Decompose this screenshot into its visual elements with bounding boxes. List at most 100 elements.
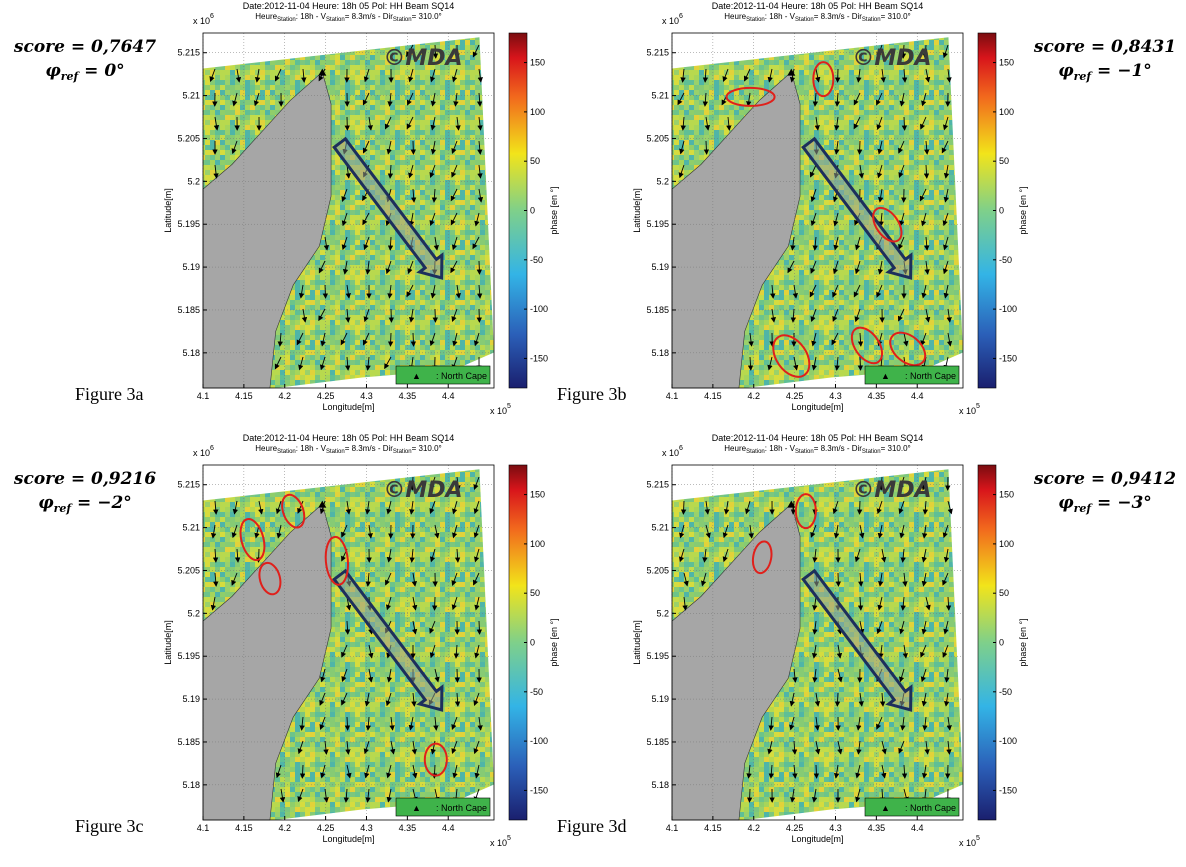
- wind-arrow: [837, 740, 843, 755]
- wind-arrow: [815, 740, 821, 755]
- wind-arrow: [254, 68, 261, 83]
- wind-arrow: [832, 284, 839, 298]
- wind-arrow: [921, 212, 927, 227]
- figure-label: Figure 3b: [557, 384, 627, 404]
- wind-arrow: [790, 788, 796, 803]
- highlight-ellipse: [812, 61, 835, 98]
- wind-arrow: [473, 500, 480, 515]
- land: [671, 503, 801, 821]
- multiplier-exponent: 5: [507, 403, 511, 410]
- y-tick-label: 5.21: [651, 523, 669, 533]
- wind-arrow: [429, 644, 436, 659]
- header-line: Date:2012-11-04 Heure: 18h 05 Pol: HH Be…: [243, 1, 454, 11]
- header-segment: Station: [862, 17, 881, 23]
- wind-arrow: [923, 164, 930, 179]
- wind-arrow: [836, 644, 843, 659]
- wind-arrow: [876, 500, 883, 515]
- y-tick-label: 5.19: [651, 262, 669, 272]
- wind-arrow: [855, 788, 861, 803]
- figure-label: Figure 3a: [75, 384, 143, 404]
- wind-arrow: [429, 332, 436, 347]
- wind-arrow: [812, 92, 819, 107]
- legend-label: : North Cape: [436, 803, 487, 813]
- colorbar-label: phase [en °]: [549, 618, 559, 666]
- wind-arrow: [898, 164, 905, 178]
- colorbar-label: phase [en °]: [1018, 618, 1028, 666]
- phi-subscript: ref: [61, 70, 81, 83]
- wind-arrow: [368, 644, 374, 659]
- wind-arrow: [345, 308, 351, 323]
- x-tick-label: 4.3: [360, 823, 373, 833]
- wind-arrow: [814, 692, 821, 707]
- wind-arrow: [876, 620, 883, 635]
- wind-arrow: [767, 356, 773, 371]
- highlight-ellipse: [239, 518, 266, 562]
- wind-arrow: [474, 644, 480, 659]
- x-tick-label: 4.3: [829, 823, 842, 833]
- colorbar-tick-label: -50: [999, 255, 1012, 265]
- wind-arrow: [232, 500, 239, 515]
- y-axis-label: Latitude[m]: [632, 620, 642, 665]
- wind-arrow: [408, 716, 414, 731]
- wind-arrow: [345, 500, 351, 515]
- north-cape-marker: [787, 500, 796, 508]
- wind-arrow: [340, 332, 348, 346]
- wind-arrow: [367, 116, 373, 131]
- y-tick-label: 5.21: [651, 91, 669, 101]
- wind-arrow: [410, 188, 417, 203]
- wind-arrow: [320, 332, 326, 347]
- wind-arrow: [812, 596, 818, 611]
- wind-arrow: [705, 524, 711, 539]
- wind-arrow: [856, 500, 863, 515]
- wind-arrow: [429, 164, 436, 179]
- wind-arrow: [213, 164, 219, 179]
- wind-arrow: [387, 236, 394, 251]
- wind-arrow: [877, 140, 883, 155]
- axes-frame: [671, 32, 964, 389]
- header-segment: = 310.0°: [412, 444, 442, 453]
- wind-arrow: [298, 284, 305, 299]
- wind-arrow: [942, 524, 949, 539]
- wind-arrow: [408, 164, 414, 179]
- wind-arrow: [812, 236, 818, 251]
- colorbar-tick-label: -100: [530, 304, 548, 314]
- wind-arrow: [429, 548, 436, 563]
- colorbar-tick-label: -100: [999, 304, 1017, 314]
- wind-arrow: [747, 356, 754, 371]
- x-tick-label: 4.4: [442, 391, 455, 401]
- wind-arrow: [702, 92, 709, 107]
- wind-arrow: [901, 68, 908, 83]
- wind-arrow: [344, 716, 351, 731]
- colorbar-tick-label: 100: [530, 107, 545, 117]
- highlight-ellipse: [772, 334, 811, 378]
- wind-arrow: [384, 116, 392, 130]
- wind-arrow: [834, 140, 840, 155]
- wind-arrow: [899, 620, 905, 635]
- y-tick-label: 5.2: [656, 608, 669, 618]
- colorbar-tick-label: -50: [999, 687, 1012, 697]
- wind-arrow: [322, 284, 329, 299]
- y-tick-label: 5.195: [646, 219, 669, 229]
- watermark: ©MDA: [852, 478, 931, 503]
- y-tick-label: 5.215: [646, 480, 669, 490]
- wind-arrow: [858, 572, 864, 587]
- wind-arrow: [810, 212, 817, 227]
- wind-arrow: [451, 596, 458, 611]
- wind-arrow: [856, 740, 862, 755]
- direction-arrow: [801, 136, 913, 280]
- phi-value: = −2°: [71, 493, 132, 513]
- wind-arrow: [901, 116, 908, 131]
- wind-arrow: [942, 212, 949, 227]
- wind-arrow: [854, 548, 861, 563]
- wind-arrow: [704, 116, 711, 131]
- wind-arrow: [921, 548, 927, 563]
- wind-arrow: [473, 740, 480, 755]
- wind-arrow: [297, 500, 304, 514]
- y-tick-label: 5.215: [646, 48, 669, 58]
- wind-arrow: [231, 140, 238, 155]
- x-tick-label: 4.4: [911, 391, 924, 401]
- colorbar-tick-label: -150: [530, 785, 548, 795]
- colorbar-tick-label: 0: [530, 206, 535, 216]
- x-tick-label: 4.2: [747, 823, 760, 833]
- wind-arrow: [362, 140, 370, 154]
